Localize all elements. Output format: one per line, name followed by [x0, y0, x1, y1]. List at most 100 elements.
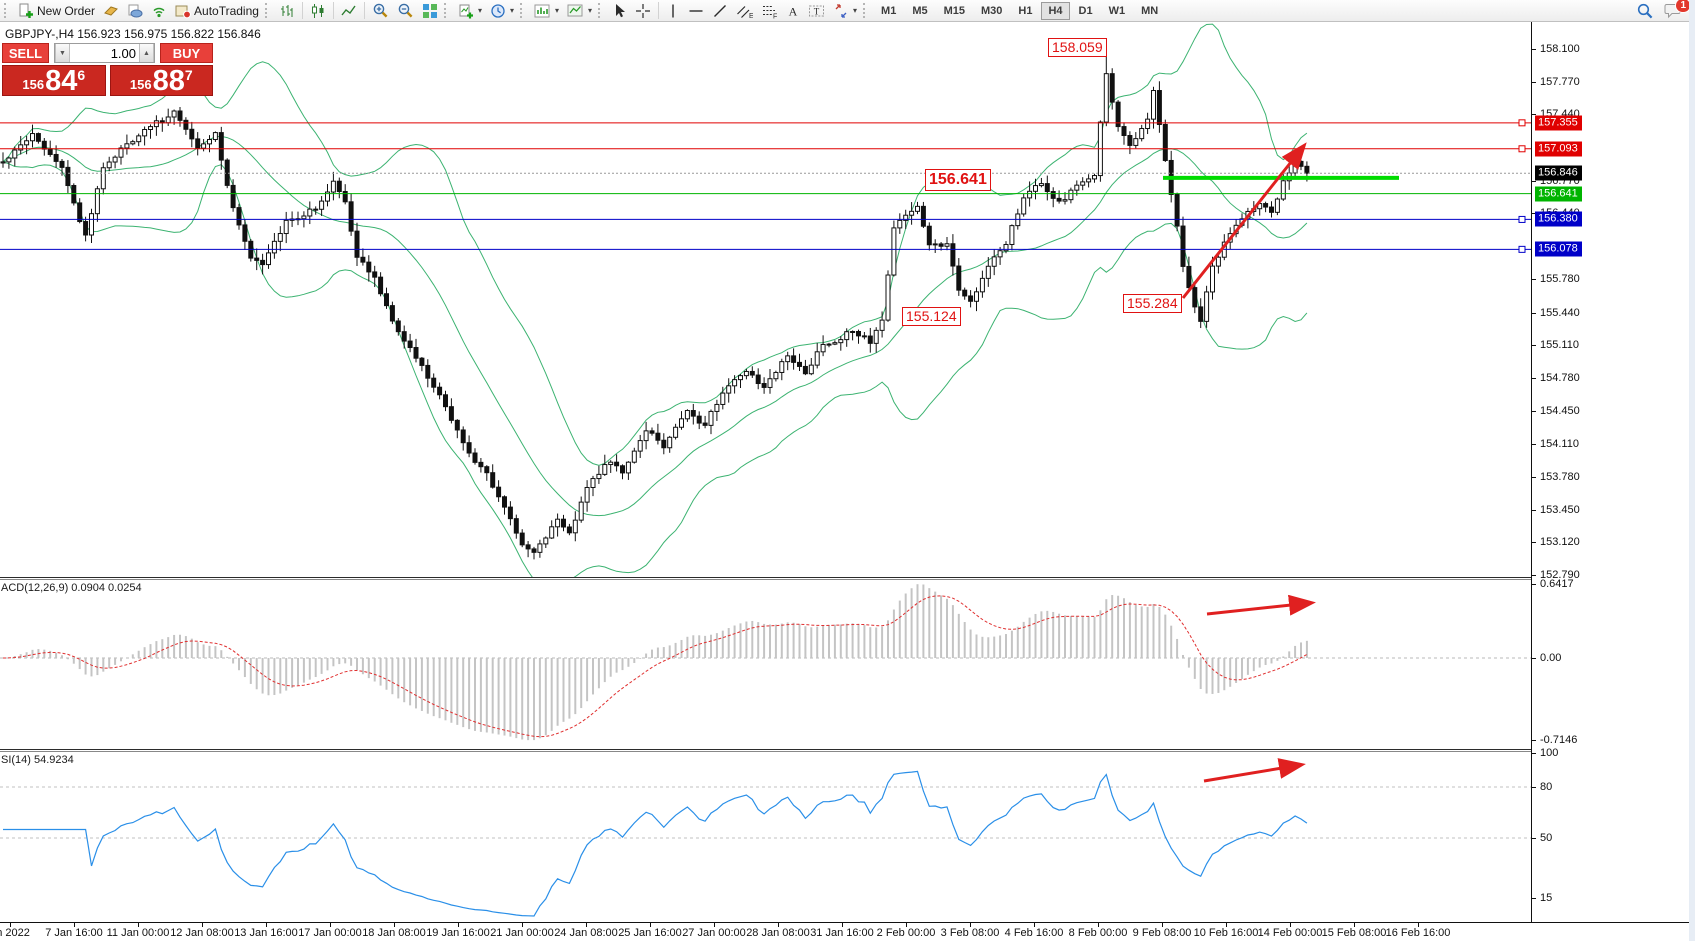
price-chip-156.380: 156.380: [1535, 211, 1582, 227]
crosshair-tool-button[interactable]: [631, 1, 655, 21]
sell-price-box[interactable]: 156 84 6: [2, 65, 106, 96]
tf-button-m30[interactable]: M30: [974, 2, 1009, 20]
equidistant-channel-icon: E: [737, 5, 753, 19]
axis-tick: [1532, 278, 1536, 280]
bar-chart-button[interactable]: [275, 1, 299, 21]
hline-handle[interactable]: [1518, 119, 1526, 127]
zoom-out-button[interactable]: [393, 1, 418, 21]
time-tick: [1354, 923, 1355, 927]
indicators-button[interactable]: ▾: [530, 1, 563, 21]
price-annotation-155.284[interactable]: 155.284: [1123, 294, 1182, 313]
data-window-button[interactable]: [123, 1, 147, 21]
time-label: 12 Jan 08:00: [170, 927, 234, 939]
volume-up-button[interactable]: ▲: [139, 44, 154, 62]
new-chart-icon: [459, 4, 473, 18]
hline-handle[interactable]: [1518, 145, 1526, 153]
axis-tick: [1532, 444, 1536, 446]
dropdown-caret: ▾: [509, 6, 514, 15]
text-label-tool-button[interactable]: T: [804, 1, 829, 21]
volume-stepper: ▼ ▲: [54, 43, 155, 63]
tf-button-m5[interactable]: M5: [905, 2, 934, 20]
toolbar-separator: [301, 2, 303, 19]
macd-axis-label: 0.6417: [1540, 578, 1574, 591]
time-label: 28 Jan 08:00: [746, 927, 810, 939]
rsi-panel[interactable]: [0, 752, 1531, 922]
price-axis[interactable]: 158.100157.770157.440156.770156.440155.7…: [1531, 22, 1690, 922]
time-tick: [650, 923, 651, 927]
main-price-chart[interactable]: [0, 22, 1531, 577]
tile-windows-button[interactable]: [418, 1, 442, 21]
text-tool-button[interactable]: A: [782, 1, 804, 21]
price-chip-156.078: 156.078: [1535, 241, 1582, 257]
text-label-icon: T: [809, 5, 825, 16]
time-tick: [458, 923, 459, 927]
fibonacci-tool-button[interactable]: F: [757, 1, 782, 21]
tf-button-mn[interactable]: MN: [1134, 2, 1165, 20]
sell-button[interactable]: SELL: [2, 43, 49, 63]
buy-price-main: 88: [152, 64, 185, 97]
price-annotation-155.124[interactable]: 155.124: [902, 307, 961, 326]
trend-arrow[interactable]: [1181, 142, 1307, 299]
profile-icon: [104, 5, 118, 16]
new-order-button[interactable]: New Order: [14, 1, 99, 21]
arrows-tool-button[interactable]: ▾: [829, 1, 861, 21]
notifications-button[interactable]: 1: [1664, 0, 1691, 21]
current-price-chip: 156.846: [1535, 165, 1582, 181]
tf-button-d1[interactable]: D1: [1072, 2, 1100, 20]
tf-button-h4[interactable]: H4: [1041, 1, 1070, 20]
cloud-icon: [128, 4, 143, 17]
volume-input[interactable]: [70, 44, 139, 62]
time-tick: [906, 923, 907, 927]
time-tick: [1290, 923, 1291, 927]
time-label: an 2022: [0, 927, 30, 939]
trend-arrow[interactable]: [1206, 594, 1316, 616]
time-tick: [202, 923, 203, 927]
line-chart-icon: [341, 5, 356, 15]
panel-separator[interactable]: [0, 749, 1695, 750]
arrows-icon: [835, 3, 847, 18]
dropdown-caret: ▾: [554, 6, 559, 15]
tf-button-w1[interactable]: W1: [1102, 2, 1133, 20]
autotrading-label: AutoTrading: [194, 3, 259, 18]
axis-tick-label: 155.110: [1540, 339, 1579, 352]
profiles-button[interactable]: [99, 1, 123, 21]
autotrading-button[interactable]: AutoTrading: [171, 1, 263, 21]
hline-handle[interactable]: [1518, 215, 1526, 223]
signals-button[interactable]: [147, 1, 171, 21]
volume-down-button[interactable]: ▼: [55, 44, 70, 62]
tf-button-m1[interactable]: M1: [874, 2, 903, 20]
zoom-in-button[interactable]: [368, 1, 393, 21]
buy-price-box[interactable]: 156 88 7: [109, 64, 213, 97]
time-label: 17 Jan 00:00: [298, 927, 362, 939]
panel-separator[interactable]: [0, 577, 1695, 578]
search-button[interactable]: [1636, 1, 1654, 21]
horizontal-line-tool-button[interactable]: [684, 1, 708, 21]
new-order-icon: [19, 3, 33, 18]
candlestick-button[interactable]: [306, 1, 330, 21]
trendline-tool-button[interactable]: [708, 1, 732, 21]
buy-button[interactable]: BUY: [160, 43, 213, 63]
price-annotation-158.059[interactable]: 158.059: [1048, 38, 1107, 57]
rsi-axis-label: 80: [1540, 781, 1553, 793]
toolbar-separator: [363, 2, 365, 19]
tf-button-m15[interactable]: M15: [937, 2, 972, 20]
price-annotation-156.641[interactable]: 156.641: [925, 169, 991, 191]
tf-button-h1[interactable]: H1: [1011, 2, 1039, 20]
price-chip-157.093: 157.093: [1535, 141, 1582, 157]
periods-button[interactable]: ▾: [486, 1, 518, 21]
hline-handle[interactable]: [1518, 245, 1526, 253]
templates-button[interactable]: ▾: [563, 1, 596, 21]
dropdown-caret: ▾: [477, 6, 482, 15]
channel-tool-button[interactable]: E: [732, 1, 757, 21]
vertical-line-tool-button[interactable]: [662, 1, 684, 21]
time-tick: [842, 923, 843, 927]
line-chart-button[interactable]: [337, 1, 361, 21]
macd-panel[interactable]: [0, 580, 1531, 749]
trend-arrow[interactable]: [1203, 758, 1306, 783]
axis-tick-label: 153.120: [1540, 536, 1580, 549]
time-tick: [10, 923, 11, 927]
cursor-tool-button[interactable]: [608, 1, 631, 21]
new-chart-button[interactable]: ▾: [454, 1, 486, 21]
